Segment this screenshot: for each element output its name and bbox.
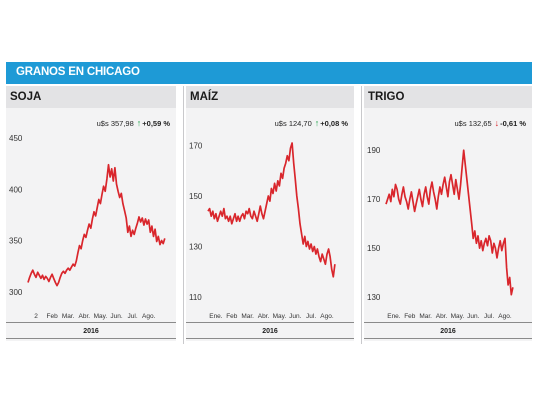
arrow-up-icon: ↑ bbox=[136, 118, 142, 128]
year-label: 2016 bbox=[440, 328, 456, 335]
x-tick-label: Feb bbox=[404, 313, 416, 320]
x-tick-label: Jul. bbox=[306, 313, 316, 320]
x-tick-label: Jun. bbox=[467, 313, 479, 320]
x-tick-label: Jul. bbox=[128, 313, 138, 320]
x-tick-label: Abr. bbox=[436, 313, 448, 320]
change-value: +0,08 % bbox=[320, 119, 348, 128]
series-line bbox=[385, 149, 514, 296]
year-label: 2016 bbox=[262, 328, 278, 335]
x-tick-label: Jun. bbox=[289, 313, 301, 320]
x-tick-label: 2 bbox=[34, 313, 38, 320]
change-value: -0,61 % bbox=[500, 119, 526, 128]
x-tick-label: May. bbox=[273, 313, 287, 320]
price-line: u$s 124,70 ↑+0,08 % bbox=[275, 118, 348, 128]
y-tick-label: 300 bbox=[9, 288, 23, 297]
axis-rule bbox=[364, 322, 532, 323]
price-chart: 130 150 170 190 Ene. Feb Mar. Abr. May. Jun. Jul. A… bbox=[367, 146, 514, 320]
y-tick-label: 170 bbox=[189, 142, 203, 151]
x-tick-label: Feb bbox=[47, 313, 59, 320]
price-value: u$s 124,70 bbox=[274, 119, 312, 128]
price-value: u$s 132,65 bbox=[454, 119, 492, 128]
price-chart: 300 350 400 450 2 Feb Mar. Abr. May. Jun. Jul. Ago. bbox=[9, 134, 166, 320]
x-tick-label: Feb bbox=[226, 313, 238, 320]
x-tick-label: Mar. bbox=[62, 313, 75, 320]
y-tick-label: 130 bbox=[367, 293, 381, 302]
panel-soja: SOJA u$s 357,98 ↑+0,59 % 300 350 400 450 2 Feb… bbox=[6, 86, 176, 341]
y-tick-label: 400 bbox=[9, 185, 23, 194]
x-tick-label: Ene. bbox=[209, 313, 223, 320]
x-tick-label: Ago. bbox=[142, 313, 156, 320]
axis-rule bbox=[6, 322, 176, 323]
panel-title: SOJA bbox=[10, 91, 42, 103]
change-value: +0,59 % bbox=[142, 119, 170, 128]
x-tick-label: Ene. bbox=[387, 313, 401, 320]
x-tick-label: May. bbox=[451, 313, 465, 320]
x-tick-label: Jun. bbox=[110, 313, 122, 320]
panel-divider bbox=[183, 86, 184, 344]
axis-rule bbox=[364, 338, 532, 339]
price-chart: 110 130 150 170 Ene. Feb Mar. Abr. May. Jun. Jul. A… bbox=[189, 142, 336, 320]
axis-rule bbox=[6, 338, 176, 339]
y-tick-label: 350 bbox=[9, 237, 23, 246]
arrow-up-icon: ↑ bbox=[314, 118, 320, 128]
y-tick-label: 450 bbox=[9, 134, 23, 143]
x-tick-label: Ago. bbox=[498, 313, 512, 320]
x-tick-label: Abr. bbox=[79, 313, 91, 320]
panel-title: TRIGO bbox=[368, 91, 405, 103]
x-tick-label: Ago. bbox=[320, 313, 334, 320]
series-line bbox=[207, 142, 336, 278]
panel-divider bbox=[361, 86, 362, 344]
y-tick-label: 170 bbox=[367, 195, 381, 204]
panel-trigo: TRIGO u$s 132,65 ↓-0,61 % 130 150 170 190 Ene… bbox=[364, 86, 532, 341]
panel-title-band: TRIGO bbox=[364, 86, 532, 108]
price-value: u$s 357,98 bbox=[96, 119, 134, 128]
arrow-down-icon: ↓ bbox=[494, 118, 500, 128]
chart-header-title: GRANOS EN CHICAGO bbox=[16, 66, 140, 78]
axis-rule bbox=[186, 338, 354, 339]
panel-title-band: SOJA bbox=[6, 86, 176, 108]
y-tick-label: 110 bbox=[189, 293, 202, 302]
year-label: 2016 bbox=[83, 328, 99, 335]
series-line bbox=[27, 163, 166, 287]
chart-header-bar: GRANOS EN CHICAGO bbox=[6, 62, 532, 84]
x-tick-label: Mar. bbox=[419, 313, 432, 320]
price-line: u$s 357,98 ↑+0,59 % bbox=[97, 118, 170, 128]
y-tick-label: 150 bbox=[367, 244, 381, 253]
x-tick-label: Jul. bbox=[484, 313, 494, 320]
x-tick-label: Mar. bbox=[241, 313, 254, 320]
y-tick-label: 130 bbox=[189, 242, 203, 251]
axis-rule bbox=[186, 322, 354, 323]
price-line: u$s 132,65 ↓-0,61 % bbox=[455, 118, 526, 128]
x-tick-label: May. bbox=[94, 313, 108, 320]
panel-maiz: MAÍZ u$s 124,70 ↑+0,08 % 110 130 150 170 Ene.… bbox=[186, 86, 354, 341]
y-tick-label: 150 bbox=[189, 192, 203, 201]
panel-title: MAÍZ bbox=[190, 91, 219, 103]
panel-title-band: MAÍZ bbox=[186, 86, 354, 108]
x-tick-label: Abr. bbox=[258, 313, 270, 320]
y-tick-label: 190 bbox=[367, 146, 381, 155]
